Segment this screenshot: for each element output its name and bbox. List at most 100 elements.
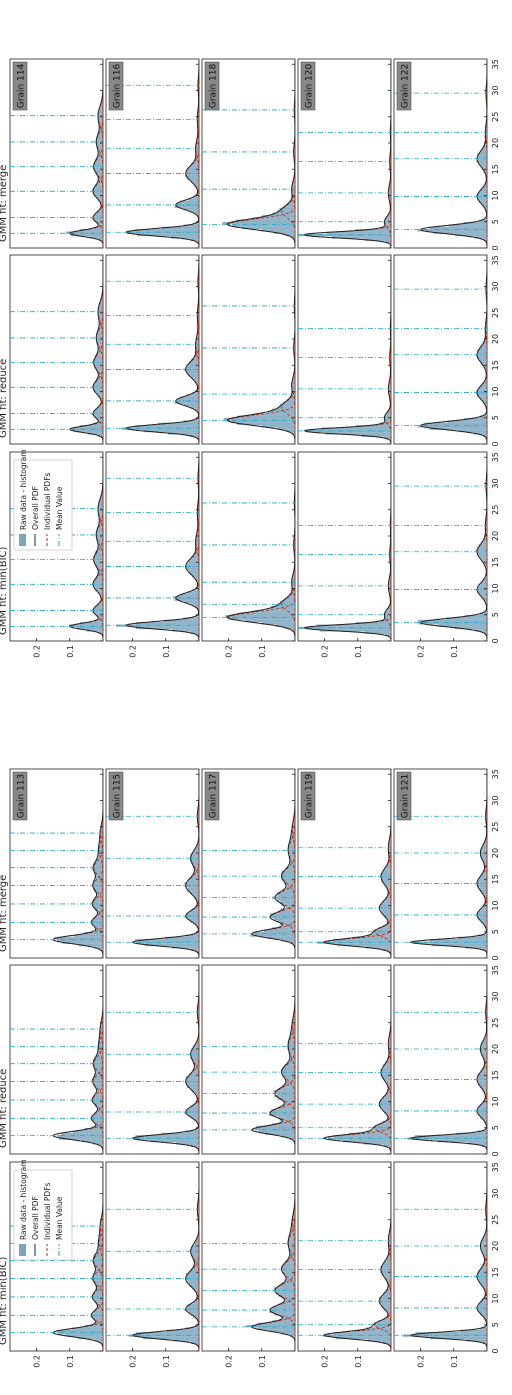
overall-pdf-line <box>303 59 391 248</box>
histogram-bar <box>190 854 199 857</box>
column-title: GMM fit: reduce <box>0 1069 9 1148</box>
panel-frame <box>105 451 200 642</box>
histogram-bar <box>194 1242 199 1245</box>
overall-pdf-line <box>322 769 391 958</box>
histogram-bar <box>191 1050 199 1053</box>
histogram-bar <box>194 577 199 580</box>
x-tick-label: 20 <box>491 531 500 541</box>
histogram-bar <box>284 401 295 404</box>
panel-plot-area <box>10 769 103 958</box>
individual-pdf-line <box>228 59 295 248</box>
histogram-bar <box>268 410 295 414</box>
y-tick-label: 0.1 <box>66 1355 75 1368</box>
y-tick-label: 0.1 <box>354 645 363 658</box>
histogram-bar <box>272 1306 295 1309</box>
histogram-bar <box>96 856 103 859</box>
histogram-bar <box>192 1059 199 1062</box>
panel-plot-area <box>298 59 391 248</box>
histogram-bar <box>277 920 295 923</box>
grain-label: Grain 119 <box>305 774 315 819</box>
histogram-bar <box>186 567 199 571</box>
histogram-bar <box>483 1038 487 1041</box>
panel: 0.1 0.2 <box>105 1161 200 1368</box>
histogram-bar <box>187 1306 199 1309</box>
histogram-bar <box>478 544 487 547</box>
histogram-bar <box>384 898 391 902</box>
histogram-bar <box>135 622 199 625</box>
histogram-bar <box>94 924 103 928</box>
overall-pdf-line <box>226 255 295 444</box>
histogram-bar <box>383 1261 391 1264</box>
histogram-bar <box>287 1040 295 1043</box>
histogram-bar <box>96 354 103 357</box>
legend-label: Overall PDF <box>31 1196 40 1240</box>
histogram-bar <box>381 880 391 883</box>
histogram-bar <box>92 917 103 921</box>
histogram-bar <box>286 868 295 871</box>
histogram-bar <box>289 1235 295 1238</box>
histogram-bar <box>481 920 487 923</box>
histogram-bar <box>98 113 103 116</box>
histogram-bar <box>292 577 295 580</box>
x-tick-label: 35 <box>491 452 500 462</box>
histogram-bar <box>382 1306 391 1309</box>
histogram-bar <box>186 1109 199 1112</box>
histogram-bar <box>477 1273 487 1276</box>
individual-pdf-line <box>281 1162 295 1351</box>
histogram-bar <box>192 1244 199 1248</box>
legend-swatch-histogram <box>19 1244 26 1256</box>
grain-badge <box>12 61 28 111</box>
histogram-bar <box>95 577 103 580</box>
histogram-bar <box>479 396 487 400</box>
histogram-bar <box>482 1054 487 1058</box>
histogram-bar <box>481 1239 487 1243</box>
histogram-bar <box>480 908 487 911</box>
individual-pdf-line <box>93 965 103 1154</box>
histogram-bar <box>383 1109 391 1112</box>
histogram-bar <box>98 506 103 509</box>
histogram-bar <box>482 906 487 909</box>
histogram-bar <box>95 1104 103 1107</box>
histogram-bar <box>185 174 199 178</box>
panel: Grain 119 <box>297 768 392 959</box>
grain-label: Grain 113 <box>17 774 27 818</box>
histogram-bar <box>288 849 295 852</box>
histogram-bar <box>287 1242 295 1245</box>
x-tick-label: 25 <box>491 112 500 122</box>
individual-pdf-line <box>281 255 295 444</box>
histogram-bar <box>96 527 103 530</box>
histogram-bar <box>65 1334 103 1337</box>
histogram-bar <box>194 870 199 873</box>
y-tick-label: 0.2 <box>321 1355 330 1368</box>
x-tick-label: 10 <box>491 386 500 396</box>
histogram-bar <box>100 1221 103 1224</box>
histogram-bar <box>187 563 199 566</box>
histogram-bar <box>192 863 199 866</box>
x-tick-label: 25 <box>491 1215 500 1225</box>
histogram-bar <box>99 1038 103 1041</box>
column-title: GMM fit: min(BIC) <box>0 546 9 635</box>
histogram-bar <box>98 420 103 423</box>
panel-frame <box>105 254 200 445</box>
histogram-bar <box>385 610 391 613</box>
histogram-bar <box>97 136 103 140</box>
y-tick-label: 0.1 <box>162 1355 171 1368</box>
column-title: GMM fit: reduce <box>0 359 9 438</box>
histogram-bar <box>98 511 103 514</box>
individual-pdf-line <box>281 965 295 1154</box>
overall-pdf-line <box>251 769 295 958</box>
legend-label: Individual PDFs <box>43 472 52 530</box>
panel-plot-area <box>10 59 103 248</box>
histogram-bar <box>385 1258 391 1262</box>
histogram-bar <box>94 1083 103 1086</box>
histogram-bar <box>282 889 295 892</box>
histogram-bar <box>245 619 295 623</box>
panel <box>201 254 296 445</box>
panel-frame <box>297 451 392 642</box>
panel: Grain 115 <box>105 768 200 959</box>
histogram-bar <box>380 1301 391 1304</box>
histogram-bar <box>187 591 199 594</box>
histogram-bar <box>331 236 391 239</box>
histogram-bar <box>478 910 487 914</box>
panel-plot-area <box>298 769 391 958</box>
